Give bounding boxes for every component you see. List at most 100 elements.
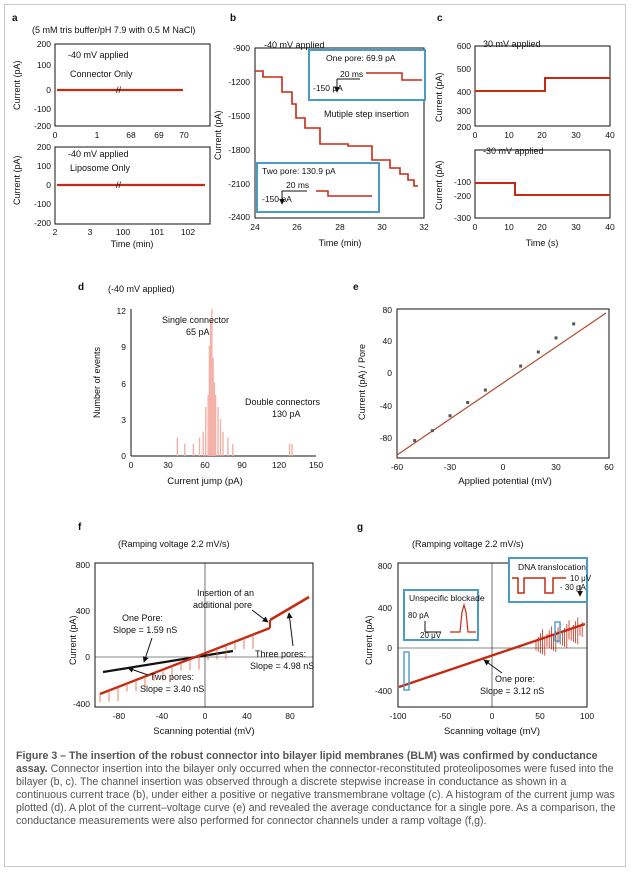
svg-text:additional pore: additional pore [193,600,252,610]
svg-text:20: 20 [537,222,547,232]
data-point [413,439,417,443]
svg-text:One Pore:: One Pore: [122,613,163,623]
svg-text:200: 200 [37,39,51,49]
panel-c: c 30 mV applied Current (pA) 600 500 400… [434,13,615,248]
histogram-bar [227,437,229,456]
data-point [536,350,540,354]
svg-text:30 mV applied: 30 mV applied [483,39,541,49]
svg-text:30: 30 [377,222,387,232]
panel-b-step-trace [255,70,418,187]
svg-text:0: 0 [490,711,495,721]
svg-text:80: 80 [285,711,295,721]
panel-a-bottom-voltage: -40 mV applied [68,149,129,159]
svg-text:-1200: -1200 [228,77,250,87]
svg-text:0: 0 [203,711,208,721]
svg-text:65 pA: 65 pA [186,327,210,337]
svg-text:30: 30 [571,130,581,140]
svg-text:500: 500 [457,64,471,74]
panel-a-top-plot: -40 mV applied Connector Only // Current… [12,39,211,140]
histogram-bar [184,443,186,456]
svg-text:-80: -80 [113,711,126,721]
panel-a-letter: a [12,13,18,24]
panel-f: f (Ramping voltage 2.2 mV/s) One Pore: S… [68,522,314,737]
svg-text:Current (pA): Current (pA) [364,615,374,665]
svg-text:50: 50 [535,711,545,721]
svg-text:Scanning potential (mV): Scanning potential (mV) [153,726,254,737]
svg-text:10: 10 [504,222,514,232]
svg-text:-200: -200 [34,121,51,131]
data-point [519,364,523,368]
svg-text:-80: -80 [380,433,393,443]
panel-a-bottom-yticks: 200 100 0 -100 -200 [34,142,51,228]
svg-text:0: 0 [85,652,90,662]
svg-text:Slope = 4.98 nS: Slope = 4.98 nS [250,661,314,671]
svg-text:200: 200 [37,142,51,152]
svg-text:100: 100 [116,227,130,237]
svg-text:130 pA: 130 pA [272,409,301,419]
data-point [572,322,576,326]
svg-text:0: 0 [46,85,51,95]
panel-b-yticks: -900 -1200 -1500 -1800 -2100 -2400 [228,43,250,222]
panel-a-bottom-ylabel: Current (pA) [12,155,22,205]
svg-text:600: 600 [457,41,471,51]
histogram-bar [232,443,234,456]
svg-text:20 ms: 20 ms [286,180,309,190]
svg-text:0: 0 [501,462,506,472]
panel-a-top-voltage: -40 mV applied [68,50,129,60]
svg-text:150: 150 [309,460,323,470]
panel-b: b -40 mV applied Mutiple step insertion … [213,13,429,248]
svg-text:102: 102 [181,227,195,237]
histogram-bar [222,431,224,456]
data-point [554,336,558,340]
svg-text:800: 800 [76,560,90,570]
svg-text:(-40 mV applied): (-40 mV applied) [108,284,175,294]
svg-text:-60: -60 [391,462,404,472]
svg-text:60: 60 [604,462,614,472]
svg-text:-2400: -2400 [228,212,250,222]
svg-text:28: 28 [335,222,345,232]
svg-text:69: 69 [154,130,164,140]
panel-g: g (Ramping voltage 2.2 mV/s) DNA translo… [357,522,594,737]
svg-text:20 ms: 20 ms [340,69,363,79]
figure-caption: Figure 3 – The insertion of the robust c… [16,750,618,828]
panel-f-letter: f [78,522,82,533]
svg-text:-40: -40 [380,401,393,411]
svg-text:Two pore: 130.9 pA: Two pore: 130.9 pA [262,166,336,176]
svg-text:-2100: -2100 [228,179,250,189]
panel-d: d (-40 mV applied) Single connector 65 p… [78,282,323,487]
svg-text:80: 80 [383,305,393,315]
caption-text: Connector insertion into the bilayer onl… [16,763,616,827]
panel-b-inset-one: One pore: 69.9 pA 20 ms -150 pA [308,49,426,101]
histogram-bar [217,407,219,456]
panel-b-voltage: -40 mV applied [264,40,325,50]
data-point [430,429,434,433]
svg-text:(Ramping voltage 2.2 mV/s): (Ramping voltage 2.2 mV/s) [118,539,230,549]
svg-text:10: 10 [504,130,514,140]
panel-a-top-ylabel: Current (pA) [12,60,22,110]
svg-text:Current (pA) / Pore: Current (pA) / Pore [357,344,367,420]
panel-a-top-trace-label: Connector Only [70,69,133,79]
data-point [483,388,487,392]
histogram-bar [209,321,212,456]
svg-text:300: 300 [457,106,471,116]
panel-d-histogram [176,309,293,456]
panel-e-letter: e [353,282,359,293]
svg-text:Unspecific blockade: Unspecific blockade [409,593,485,603]
panel-a-bottom-plot: -40 mV applied Liposome Only // Current … [12,142,211,249]
svg-text:Current jump (pA): Current jump (pA) [167,476,243,487]
panel-a-bottom-trace-label: Liposome Only [70,163,131,173]
svg-text:12: 12 [117,306,127,316]
svg-text:-100: -100 [454,177,471,187]
svg-text:10 μV: 10 μV [570,574,592,583]
svg-text:0: 0 [473,222,478,232]
svg-text:One pore:: One pore: [495,674,535,684]
svg-text:-400: -400 [73,699,90,709]
caption-bold: Figure 3 – The insertion of the robust c… [16,750,598,775]
panel-c-letter: c [437,13,443,24]
panel-b-annotation: Mutiple step insertion [324,109,409,119]
svg-text:Scanning voltage (mV): Scanning voltage (mV) [444,726,540,737]
data-point [448,414,452,418]
svg-text:800: 800 [378,561,392,571]
panel-g-blockade-inset: Unspecific blockade 80 pA 20 μV [403,589,485,641]
histogram-bar [207,394,209,456]
